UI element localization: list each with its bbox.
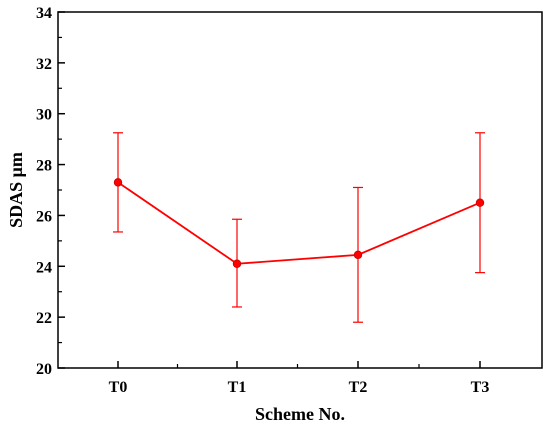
x-axis-title: Scheme No. [255, 404, 345, 424]
y-tick-label: 24 [36, 259, 52, 276]
x-axis-tick-labels: T0 T1 T2 T3 [109, 379, 490, 396]
data-point [113, 178, 123, 187]
y-tick-label: 20 [36, 361, 52, 378]
x-tick-label: T2 [349, 379, 368, 396]
y-tick-label: 26 [36, 208, 52, 225]
y-tick-label: 22 [36, 310, 52, 327]
x-tick-label: T0 [109, 379, 128, 396]
x-axis-ticks [117, 361, 481, 368]
error-bars [113, 132, 485, 323]
series-line [117, 181, 481, 265]
x-tick-label: T1 [228, 379, 247, 396]
y-tick-label: 28 [36, 158, 52, 175]
y-tick-label: 30 [36, 107, 52, 124]
data-point [232, 259, 242, 268]
y-tick-label: 34 [36, 5, 52, 22]
data-points [113, 178, 485, 268]
y-axis-ticks [58, 11, 65, 369]
data-point [475, 198, 485, 207]
y-tick-label: 32 [36, 56, 52, 73]
data-point [353, 250, 363, 260]
x-tick-label: T3 [471, 379, 490, 396]
y-axis-title: SDAS μm [6, 152, 26, 228]
y-axis-tick-labels: 20 22 24 26 28 30 32 34 [36, 5, 52, 378]
